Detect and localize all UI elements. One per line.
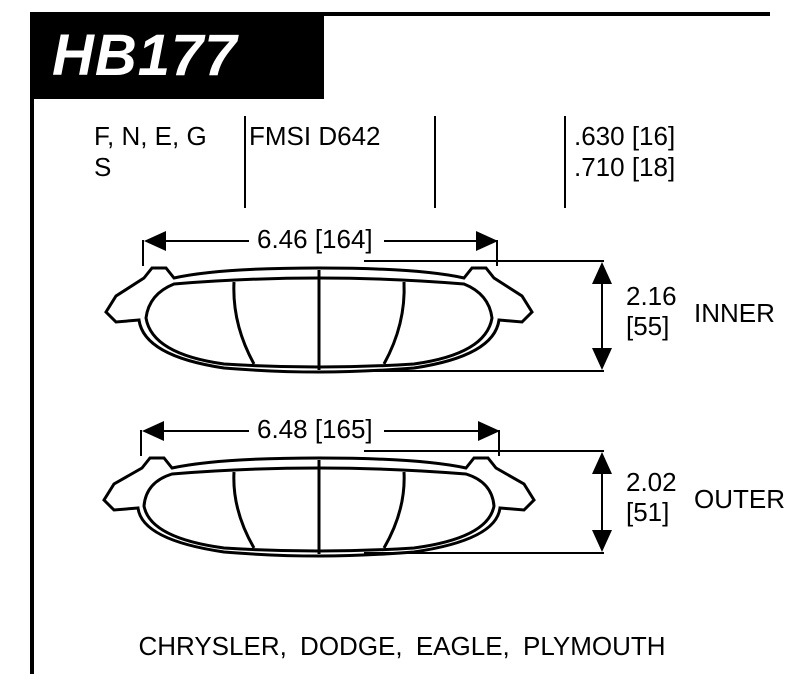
inner-pad-outline xyxy=(94,264,554,376)
outer-name: OUTER xyxy=(694,484,785,515)
part-number: HB177 xyxy=(34,16,324,99)
outer-width-label: 6.48 [165] xyxy=(249,414,381,445)
outer-height-label: [51] xyxy=(626,498,677,528)
spec-row: F, N, E, G S FMSI D642 .630 [16] .710 [1… xyxy=(94,121,770,183)
inner-width-label: 6.46 [164] xyxy=(249,224,381,255)
compounds: S xyxy=(94,152,249,183)
outer-pad-outline xyxy=(94,454,554,562)
diagram-area: 6.46 [164] 2.16 xyxy=(94,226,784,602)
inner-height-label: 2.16 xyxy=(626,282,677,312)
thickness: .710 [18] xyxy=(574,152,675,183)
fmsi-code: FMSI D642 xyxy=(249,121,439,152)
outer-pad-group: 6.48 [165] 2.02 xyxy=(94,416,784,562)
outer-width-dim: 6.48 [165] xyxy=(94,416,784,446)
spec-sheet: HB177 F, N, E, G S FMSI D642 .630 [16] .… xyxy=(30,12,770,674)
outer-height-label: 2.02 xyxy=(626,468,677,498)
inner-width-dim: 6.46 [164] xyxy=(94,226,784,256)
inner-pad-group: 6.46 [164] 2.16 xyxy=(94,226,784,376)
thickness: .630 [16] xyxy=(574,121,675,152)
compounds: F, N, E, G xyxy=(94,121,249,152)
divider xyxy=(434,116,436,208)
inner-name: INNER xyxy=(694,298,775,329)
brands: CHRYSLER, DODGE, EAGLE, PLYMOUTH xyxy=(34,631,770,662)
divider xyxy=(564,116,566,208)
inner-height-label: [55] xyxy=(626,312,677,342)
divider xyxy=(244,116,246,208)
